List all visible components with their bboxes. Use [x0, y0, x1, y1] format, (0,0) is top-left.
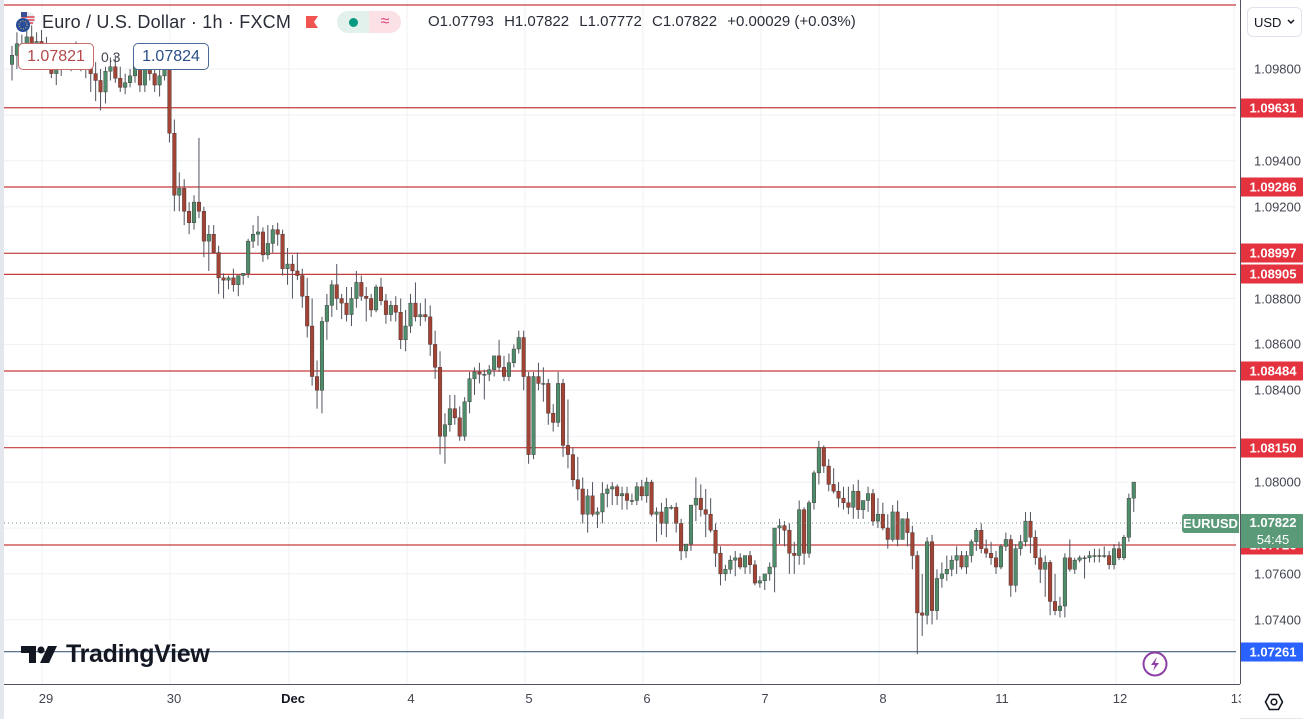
- market-open-icon: [337, 11, 370, 33]
- price-tick-label: 1.08800: [1254, 291, 1301, 306]
- chevron-down-icon: [1287, 19, 1295, 25]
- chart-settings-button[interactable]: [1241, 685, 1303, 718]
- level-price-tag: 1.09286: [1241, 177, 1303, 197]
- eu-us-flag-icon: [16, 12, 35, 32]
- market-status-pill[interactable]: ≈: [337, 11, 402, 33]
- symbol-price-tag: EURUSD: [1182, 514, 1239, 533]
- time-tick-label: Dec: [281, 691, 305, 706]
- price-tick-label: 1.08000: [1254, 474, 1301, 490]
- time-tick-label: 30: [166, 691, 182, 706]
- level-price-tag: 1.07261: [1241, 642, 1303, 662]
- ohlc-high: H1.07822: [504, 13, 570, 30]
- price-tick-label: 1.09200: [1254, 199, 1301, 215]
- time-tick-label: 11: [995, 691, 1009, 706]
- tradingview-logo[interactable]: TradingView: [20, 640, 210, 669]
- ohlc-close: C1.07822: [652, 13, 718, 30]
- ohlc-change: +0.00029 (+0.03%): [727, 13, 856, 30]
- current-price: 1.07822: [1249, 514, 1297, 530]
- time-tick-label: 8: [879, 691, 887, 706]
- time-tick-label: 6: [643, 691, 651, 706]
- time-tick-label: 29: [38, 691, 54, 706]
- level-price-tag: 1.08150: [1241, 438, 1303, 458]
- candles: [9, 25, 1136, 655]
- flag-icon[interactable]: [305, 15, 319, 29]
- ohlc-values: O1.07793 H1.07822 L1.07772 C1.07822 +0.0…: [428, 13, 862, 30]
- price-tick-label: 1.07600: [1254, 566, 1301, 582]
- sell-button[interactable]: 1.07821: [18, 43, 94, 70]
- spread-value: 0.3: [101, 49, 121, 65]
- time-tick-label: 5: [525, 691, 533, 706]
- time-tick-label: 12: [1112, 691, 1128, 706]
- level-price-tag: 1.08997: [1241, 243, 1303, 263]
- currency-value: USD: [1254, 14, 1282, 30]
- time-axis[interactable]: 29 30 Dec 4 5 6 7 8 11 12 13: [4, 684, 1245, 719]
- settings-hexagon-icon: [1264, 693, 1284, 710]
- time-tick-label: 7: [761, 691, 769, 706]
- price-tick-label: 1.07400: [1254, 612, 1301, 628]
- price-tick-label: 1.09400: [1254, 153, 1301, 169]
- tradingview-logo-icon: [21, 645, 57, 663]
- lightning-icon: [1142, 651, 1168, 677]
- level-price-tag: 1.09631: [1241, 98, 1303, 118]
- bar-countdown: 54:45: [1256, 531, 1290, 547]
- current-price-tag: 1.07822 54:45: [1241, 513, 1303, 548]
- symbol-legend: Euro / U.S. Dollar · 1h · FXCM ≈: [14, 8, 402, 36]
- price-tick-label: 1.08600: [1254, 336, 1301, 352]
- chart-canvas[interactable]: [4, 0, 1303, 718]
- currency-dropdown[interactable]: USD: [1247, 7, 1302, 37]
- ohlc-low: L1.07772: [579, 13, 642, 30]
- time-tick-label: 4: [407, 691, 415, 706]
- symbol-title[interactable]: Euro / U.S. Dollar · 1h · FXCM: [42, 11, 292, 32]
- level-price-tag: 1.08905: [1241, 264, 1303, 284]
- wave-icon: ≈: [369, 11, 402, 33]
- price-tick-label: 1.08400: [1254, 382, 1301, 398]
- price-tick-label: 1.09800: [1254, 61, 1301, 77]
- chart-frame: Euro / U.S. Dollar · 1h · FXCM ≈ O1.0779…: [4, 0, 1303, 719]
- alert-button[interactable]: [1142, 651, 1168, 677]
- tradingview-logo-text: TradingView: [66, 640, 210, 668]
- buy-button[interactable]: 1.07824: [133, 43, 209, 70]
- ohlc-open: O1.07793: [428, 13, 494, 30]
- level-price-tag: 1.08484: [1241, 361, 1303, 381]
